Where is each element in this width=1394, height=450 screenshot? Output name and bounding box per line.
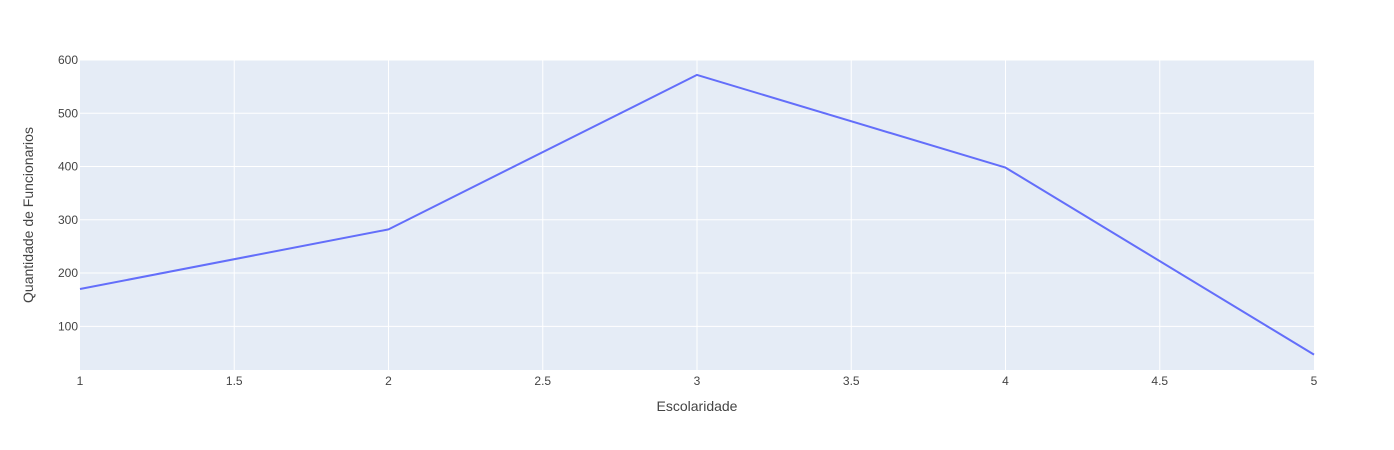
x-tick-label: 2.5 <box>534 374 551 388</box>
x-tick-label: 2 <box>385 374 392 388</box>
data-point[interactable] <box>694 72 700 78</box>
x-axis-title: Escolaridade <box>657 398 738 414</box>
y-tick-label: 600 <box>58 53 78 67</box>
x-gridlines <box>233 60 1161 370</box>
y-tick-label: 200 <box>58 266 78 280</box>
y-tick-label: 400 <box>58 160 78 174</box>
y-tick-label: 100 <box>58 319 78 333</box>
x-tick-label: 1.5 <box>226 374 243 388</box>
data-point[interactable] <box>1311 352 1317 358</box>
data-point[interactable] <box>1003 165 1009 171</box>
data-point[interactable] <box>386 226 392 232</box>
y-tick-labels: 100 200 300 400 500 600 <box>58 53 78 333</box>
x-tick-label: 3.5 <box>843 374 860 388</box>
series-line <box>79 73 1315 356</box>
y-gridlines <box>80 59 1314 327</box>
y-tick-label: 500 <box>58 106 78 120</box>
x-tick-label: 4 <box>1002 374 1009 388</box>
series-layer <box>77 72 1317 358</box>
x-tick-label: 5 <box>1311 374 1318 388</box>
x-tick-labels: 1 1.5 2 2.5 3 3.5 4 4.5 5 <box>77 374 1318 388</box>
y-axis-title: Quantidade de Funcionarios <box>20 127 36 303</box>
x-tick-label: 3 <box>694 374 701 388</box>
data-point[interactable] <box>77 286 83 292</box>
y-tick-label: 300 <box>58 213 78 227</box>
x-tick-label: 4.5 <box>1151 374 1168 388</box>
x-tick-label: 1 <box>77 374 84 388</box>
